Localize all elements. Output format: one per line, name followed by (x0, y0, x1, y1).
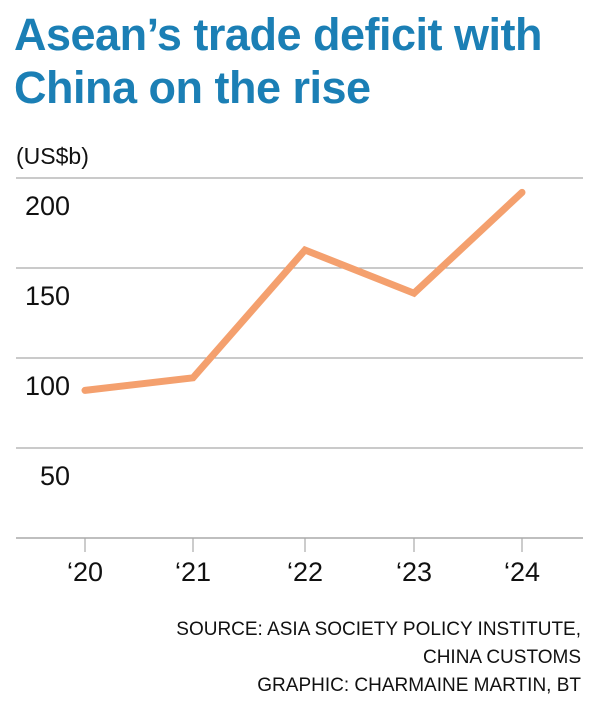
x-tick-label: ‘20 (67, 557, 103, 587)
y-tick-label: 100 (25, 371, 70, 401)
y-tick-label: 200 (25, 191, 70, 221)
source-line: CHINA CUSTOMS (422, 647, 581, 668)
x-tick-label: ‘23 (396, 557, 432, 587)
x-tick-label: ‘22 (287, 557, 323, 587)
data-line (81, 188, 526, 394)
chart-title: Asean’s trade deficit with China on the … (14, 9, 542, 113)
credit-line: GRAPHIC: CHARMAINE MARTIN, BT (257, 675, 581, 696)
y-axis-label: (US$b) (16, 143, 89, 169)
y-tick-label: 50 (40, 461, 70, 491)
x-tick-label: ‘21 (175, 557, 211, 587)
y-tick-label: 150 (25, 281, 70, 311)
source-line: SOURCE: ASIA SOCIETY POLICY INSTITUTE, (176, 619, 581, 640)
source-note: SOURCE: ASIA SOCIETY POLICY INSTITUTE, C… (176, 616, 581, 700)
x-tick-label: ‘24 (504, 557, 540, 587)
